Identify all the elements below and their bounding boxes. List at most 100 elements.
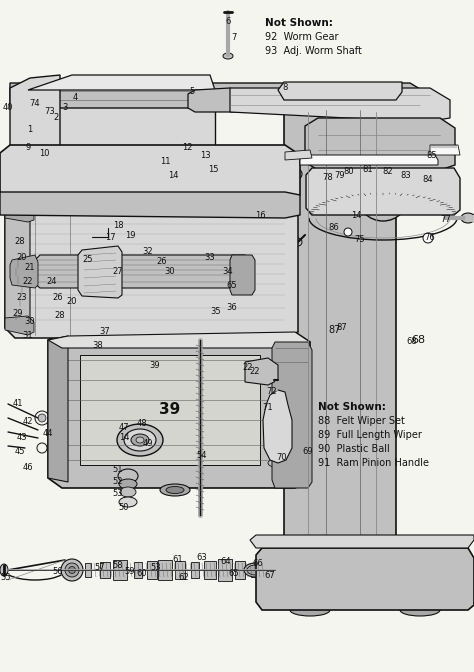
Text: 51: 51 xyxy=(113,466,123,474)
Ellipse shape xyxy=(423,233,433,243)
Polygon shape xyxy=(230,255,255,295)
Text: 71: 71 xyxy=(263,403,273,413)
Text: 30: 30 xyxy=(164,267,175,276)
Ellipse shape xyxy=(294,238,302,246)
Text: 6: 6 xyxy=(225,17,231,26)
Text: 83: 83 xyxy=(401,171,411,179)
Text: 31: 31 xyxy=(23,331,33,341)
Text: 37: 37 xyxy=(100,327,110,337)
Ellipse shape xyxy=(262,561,274,579)
Text: 5: 5 xyxy=(190,87,195,97)
Text: 8: 8 xyxy=(283,83,288,93)
Text: 65: 65 xyxy=(228,569,239,579)
Text: 67: 67 xyxy=(264,571,275,581)
Text: 57: 57 xyxy=(95,564,105,573)
Text: 72: 72 xyxy=(267,388,277,396)
Polygon shape xyxy=(300,155,438,165)
Ellipse shape xyxy=(117,424,163,456)
Text: 20: 20 xyxy=(17,253,27,263)
Ellipse shape xyxy=(31,127,53,149)
Ellipse shape xyxy=(196,79,204,87)
Text: 4: 4 xyxy=(73,93,78,101)
Ellipse shape xyxy=(286,169,298,179)
Ellipse shape xyxy=(282,167,302,181)
Text: 32: 32 xyxy=(143,247,153,257)
Text: 25: 25 xyxy=(83,255,93,265)
Ellipse shape xyxy=(19,252,25,260)
Polygon shape xyxy=(5,316,34,335)
Ellipse shape xyxy=(15,276,21,284)
Text: 87: 87 xyxy=(329,325,341,335)
Ellipse shape xyxy=(69,566,75,573)
Text: 74: 74 xyxy=(30,99,40,108)
Ellipse shape xyxy=(131,434,149,446)
Ellipse shape xyxy=(26,122,58,154)
Polygon shape xyxy=(305,118,455,170)
Text: 28: 28 xyxy=(55,312,65,321)
Bar xyxy=(251,563,259,577)
Text: 27: 27 xyxy=(113,267,123,276)
Polygon shape xyxy=(285,150,312,160)
Text: 22: 22 xyxy=(23,278,33,286)
Text: 61: 61 xyxy=(173,556,183,564)
Ellipse shape xyxy=(43,88,127,172)
Text: 76: 76 xyxy=(425,233,436,243)
Text: 20: 20 xyxy=(67,298,77,306)
Text: 65: 65 xyxy=(227,282,237,290)
Bar xyxy=(100,562,110,578)
Text: 75: 75 xyxy=(355,235,365,245)
Text: 73: 73 xyxy=(45,108,55,116)
Text: 49: 49 xyxy=(143,439,153,448)
Text: 34: 34 xyxy=(223,267,233,276)
Ellipse shape xyxy=(142,112,174,144)
Polygon shape xyxy=(256,548,474,610)
Text: 39: 39 xyxy=(150,360,160,370)
Text: 92  Worm Gear: 92 Worm Gear xyxy=(265,32,338,42)
Ellipse shape xyxy=(38,414,46,422)
Text: 26: 26 xyxy=(157,257,167,267)
Polygon shape xyxy=(230,88,450,122)
Text: 40: 40 xyxy=(3,103,13,112)
Text: 42: 42 xyxy=(23,417,33,427)
Polygon shape xyxy=(5,205,30,330)
Ellipse shape xyxy=(341,128,349,136)
Bar xyxy=(232,290,254,295)
Text: 28: 28 xyxy=(15,237,25,247)
Text: 56: 56 xyxy=(53,567,64,577)
Polygon shape xyxy=(48,332,310,488)
Text: 17: 17 xyxy=(105,233,115,243)
Ellipse shape xyxy=(166,487,184,493)
Ellipse shape xyxy=(160,484,190,496)
Polygon shape xyxy=(28,75,215,90)
Polygon shape xyxy=(250,535,474,548)
Ellipse shape xyxy=(268,459,284,467)
Text: 21: 21 xyxy=(25,263,35,273)
Ellipse shape xyxy=(49,94,121,166)
Ellipse shape xyxy=(13,268,19,276)
Text: 14: 14 xyxy=(168,171,178,179)
Text: 41: 41 xyxy=(13,399,23,409)
Text: 80: 80 xyxy=(344,167,354,177)
Ellipse shape xyxy=(244,563,266,577)
Text: Not Shown:: Not Shown: xyxy=(265,18,333,28)
Polygon shape xyxy=(33,255,252,288)
Text: 33: 33 xyxy=(205,253,215,263)
Text: 16: 16 xyxy=(255,210,265,220)
Ellipse shape xyxy=(343,130,347,134)
Text: 12: 12 xyxy=(182,144,192,153)
Text: 22: 22 xyxy=(243,364,253,372)
Ellipse shape xyxy=(15,260,21,268)
Ellipse shape xyxy=(461,213,474,223)
Polygon shape xyxy=(284,100,396,562)
Ellipse shape xyxy=(247,565,263,575)
Ellipse shape xyxy=(110,226,118,230)
Text: 10: 10 xyxy=(39,149,49,157)
Ellipse shape xyxy=(364,176,402,214)
Ellipse shape xyxy=(57,102,113,158)
Text: 22: 22 xyxy=(250,368,260,376)
Text: 1: 1 xyxy=(27,126,33,134)
Bar xyxy=(232,287,254,295)
Text: 79: 79 xyxy=(335,171,346,179)
Text: 11: 11 xyxy=(160,157,170,167)
Bar xyxy=(235,561,245,579)
